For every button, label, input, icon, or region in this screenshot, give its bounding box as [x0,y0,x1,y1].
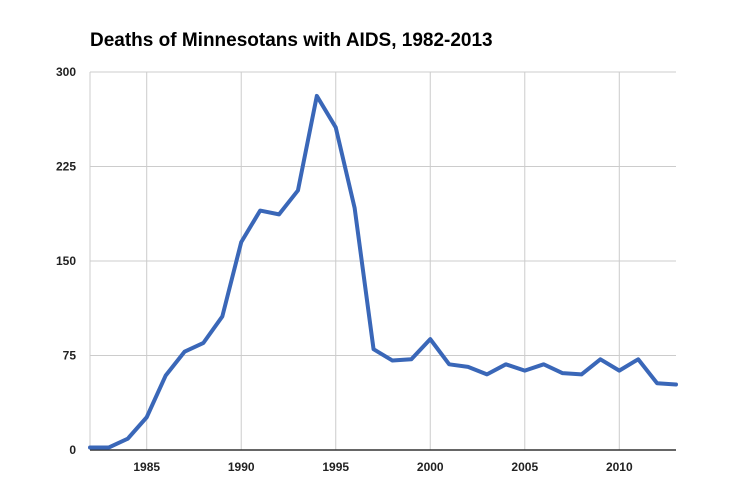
y-tick-label: 0 [69,443,76,457]
x-tick-label: 1985 [133,460,160,474]
x-tick-label: 1990 [228,460,255,474]
y-tick-label: 75 [63,349,77,363]
x-tick-label: 2010 [606,460,633,474]
chart-title: Deaths of Minnesotans with AIDS, 1982-20… [90,30,493,51]
y-tick-label: 300 [56,65,76,79]
grid-layer [89,71,676,450]
series-layer [88,93,678,450]
y-tick-label: 225 [56,160,76,174]
x-tick-label: 2005 [511,460,538,474]
y-tick-label: 150 [56,254,76,268]
x-tick-label: 1995 [322,460,349,474]
x-tick-label: 2000 [417,460,444,474]
label-layer: 0 75 150 225 300 1985 1990 1995 2000 2005 2010 [56,65,633,474]
series-line [88,93,678,450]
